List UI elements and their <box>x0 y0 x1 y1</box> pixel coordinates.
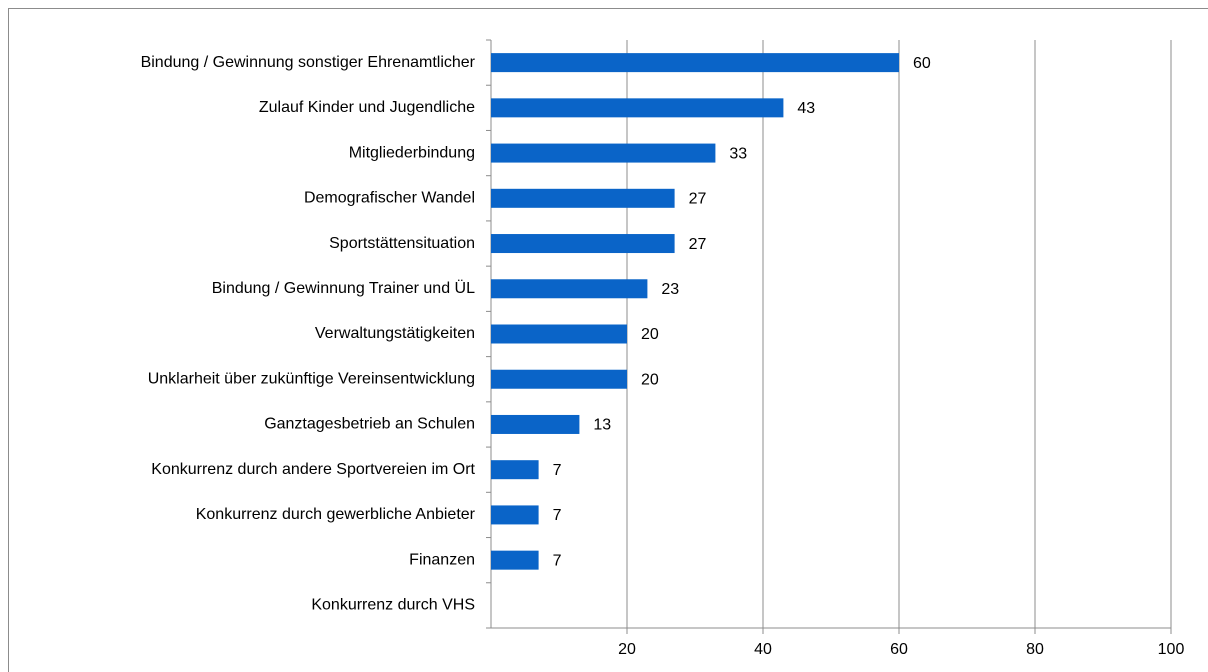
y-tick-label: Konkurrenz durch VHS <box>311 597 475 614</box>
bar <box>491 279 648 299</box>
data-label: 27 <box>689 191 707 208</box>
x-tick-label: 40 <box>754 641 772 658</box>
x-tick-label: 60 <box>890 641 908 658</box>
bar <box>491 460 539 480</box>
y-tick-label: Konkurrenz durch andere Sportvereien im … <box>151 461 475 478</box>
bar <box>491 143 716 163</box>
y-tick-label: Ganztagesbetrieb an Schulen <box>264 416 475 433</box>
bar <box>491 550 539 570</box>
data-label: 7 <box>553 462 562 479</box>
bar <box>491 324 627 344</box>
data-label: 27 <box>689 236 707 253</box>
data-label: 23 <box>661 281 679 298</box>
bar <box>491 188 675 208</box>
y-tick-label: Demografischer Wandel <box>304 190 475 207</box>
chart-frame <box>8 8 1208 672</box>
bar <box>491 98 784 118</box>
y-tick-label: Bindung / Gewinnung sonstiger Ehrenamtli… <box>141 54 476 71</box>
bar <box>491 505 539 525</box>
x-tick-label: 20 <box>618 641 636 658</box>
data-label: 43 <box>797 100 815 117</box>
y-tick-label: Bindung / Gewinnung Trainer und ÜL <box>212 279 475 297</box>
data-label: 33 <box>729 145 747 162</box>
data-label: 7 <box>553 507 562 524</box>
x-tick-label: 100 <box>1158 641 1185 658</box>
x-tick-label: 80 <box>1026 641 1044 658</box>
bar <box>491 414 580 434</box>
data-label: 7 <box>553 552 562 569</box>
data-label: 20 <box>641 326 659 343</box>
bar <box>491 234 675 254</box>
y-tick-label: Mitgliederbindung <box>349 144 475 161</box>
y-tick-label: Zulauf Kinder und Jugendliche <box>259 99 475 116</box>
data-label: 60 <box>913 55 931 72</box>
y-tick-label: Konkurrenz durch gewerbliche Anbieter <box>196 506 476 523</box>
bar <box>491 53 899 73</box>
y-tick-label: Unklarheit über zukünftige Vereinsentwic… <box>148 370 475 387</box>
data-label: 20 <box>641 371 659 388</box>
y-tick-label: Verwaltungstätigkeiten <box>315 325 475 342</box>
y-tick-label: Sportstättensituation <box>329 235 475 252</box>
y-tick-label: Finanzen <box>409 551 475 568</box>
bar <box>491 369 627 389</box>
data-label: 13 <box>593 417 611 434</box>
